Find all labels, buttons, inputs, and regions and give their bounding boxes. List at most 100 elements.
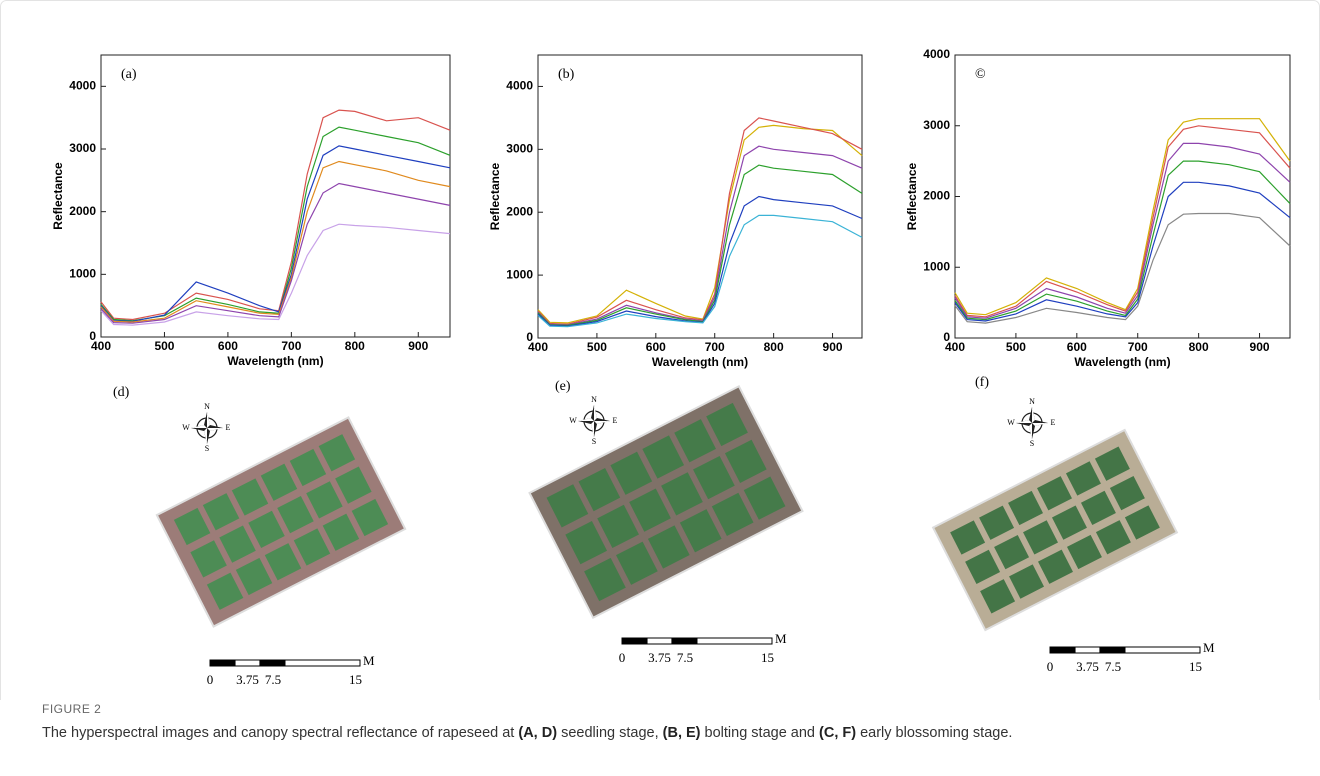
x-tick-label: 400 <box>945 340 965 354</box>
compass-letter: E <box>226 423 231 432</box>
scale-label: 0 <box>207 672 214 687</box>
plot <box>235 557 273 596</box>
compass: N S W E <box>569 395 617 446</box>
plot <box>1109 475 1145 511</box>
scale-segment <box>621 637 648 645</box>
plot <box>1037 476 1072 511</box>
plot <box>679 509 722 553</box>
x-axis-label: Wavelength (nm) <box>227 354 323 368</box>
plot <box>1023 520 1059 555</box>
plot <box>546 484 589 528</box>
scale-segment <box>1049 646 1076 654</box>
compass-star <box>1016 407 1048 439</box>
scale-segment <box>259 659 286 667</box>
x-tick-label: 600 <box>1067 340 1087 354</box>
field <box>931 428 1179 632</box>
x-axis-label: Wavelength (nm) <box>1074 355 1170 369</box>
spectrum-line <box>537 214 863 328</box>
plot <box>661 472 703 516</box>
spectrum-line <box>954 181 1291 322</box>
scale-unit: M <box>1203 640 1215 655</box>
plot <box>1095 520 1131 555</box>
caption-part: (B, E) <box>662 725 701 741</box>
y-axis-label: Reflectance <box>905 162 919 230</box>
scale-label: 7.5 <box>677 650 693 665</box>
scale-label: 3.75 <box>648 650 671 665</box>
plot <box>610 451 653 495</box>
panel-label: (d) <box>113 385 130 400</box>
x-tick-label: 600 <box>646 340 666 354</box>
plot <box>1066 534 1102 570</box>
spectrum-line <box>537 195 863 327</box>
plot <box>965 549 1001 585</box>
panel-label: (f) <box>975 375 989 390</box>
y-tick-label: 2000 <box>923 189 950 203</box>
plot <box>322 513 360 551</box>
plot <box>1080 490 1116 526</box>
plot <box>335 466 372 504</box>
spectrum-line <box>100 160 451 323</box>
y-tick-label: 3000 <box>69 141 96 155</box>
x-tick-label: 700 <box>705 340 725 354</box>
plot <box>289 448 327 487</box>
caption-part: bolting stage and <box>704 725 815 741</box>
plot <box>202 493 240 531</box>
spectrum-line <box>954 212 1291 324</box>
spectrum-line <box>954 125 1291 318</box>
plot <box>293 528 331 566</box>
compass-letter: N <box>1029 397 1035 406</box>
plot <box>565 521 608 565</box>
y-tick-label: 3000 <box>506 142 533 156</box>
scale-segment <box>234 659 261 667</box>
panel-label: © <box>975 67 986 82</box>
plot <box>711 492 754 537</box>
compass: N S W E <box>1007 397 1055 448</box>
spectrum-line <box>100 145 451 322</box>
x-tick-label: 500 <box>1006 340 1026 354</box>
caption-text: The hyperspectral images and canopy spec… <box>42 725 1282 741</box>
caption-part: seedling stage, <box>561 725 659 741</box>
plot <box>706 402 748 447</box>
plot-frame <box>100 54 451 338</box>
plot <box>277 495 314 534</box>
plot <box>724 439 767 483</box>
field-image <box>155 416 407 628</box>
panel-label: (b) <box>558 67 575 82</box>
plot <box>994 534 1030 570</box>
figure-label: FIGURE 2 <box>42 702 102 716</box>
plot <box>351 498 389 537</box>
spectrum-line <box>954 118 1291 316</box>
x-tick-label: 400 <box>91 339 111 353</box>
x-tick-label: 800 <box>345 339 365 353</box>
compass-star <box>578 405 610 437</box>
compass-star <box>191 412 223 444</box>
compass-star <box>1016 407 1048 439</box>
field-image <box>931 428 1179 632</box>
scale-label: 0 <box>1047 659 1054 674</box>
plot <box>306 481 343 519</box>
x-tick-label: 700 <box>1128 340 1148 354</box>
y-axis-label: Reflectance <box>488 162 502 230</box>
scale-label: 7.5 <box>1105 659 1121 674</box>
field <box>155 416 407 628</box>
plot <box>950 520 986 555</box>
y-tick-label: 4000 <box>506 79 533 93</box>
plot <box>584 557 626 602</box>
compass: N S W E <box>182 402 230 453</box>
compass-letter: E <box>613 416 618 425</box>
x-tick-label: 600 <box>218 339 238 353</box>
caption-part: (C, F) <box>819 725 857 741</box>
y-tick-label: 0 <box>526 330 533 344</box>
plot <box>743 476 786 520</box>
plot-frame <box>537 54 863 339</box>
spectrum-line <box>100 223 451 326</box>
x-tick-label: 500 <box>587 340 607 354</box>
plot <box>629 488 671 532</box>
compass-letter: W <box>569 416 577 425</box>
plot <box>979 505 1015 540</box>
plot <box>1038 549 1073 584</box>
compass-star <box>191 412 223 444</box>
x-tick-label: 800 <box>764 340 784 354</box>
scale-segment <box>1099 646 1126 654</box>
